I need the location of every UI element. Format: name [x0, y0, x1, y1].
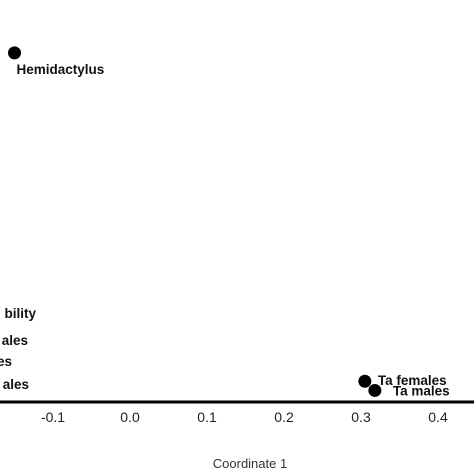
cut-off-label: ales	[2, 333, 28, 348]
point-label: Hemidactylus	[17, 62, 105, 77]
data-point	[358, 374, 372, 388]
cut-off-label: ales	[3, 377, 29, 392]
x-tick-labels: -0.1 0.0 0.1 0.2 0.3 0.4	[41, 409, 448, 425]
data-point	[368, 383, 382, 397]
x-tick-label: -0.1	[41, 409, 65, 425]
cut-off-label: es	[0, 354, 12, 369]
cut-off-labels: bility ales es ales	[0, 306, 36, 392]
x-tick-label: 0.3	[351, 409, 371, 425]
x-tick-label: 0.4	[428, 409, 448, 425]
point-label: Ta males	[393, 383, 450, 398]
x-axis-title: Coordinate 1	[213, 456, 287, 471]
data-point	[8, 46, 21, 60]
cut-off-label: bility	[4, 306, 36, 321]
x-tick-label: 0.0	[120, 409, 140, 425]
point-label: Ta females	[378, 373, 447, 388]
x-tick-label: 0.2	[274, 409, 294, 425]
x-tick-label: 0.1	[197, 409, 217, 425]
data-points	[8, 46, 382, 397]
